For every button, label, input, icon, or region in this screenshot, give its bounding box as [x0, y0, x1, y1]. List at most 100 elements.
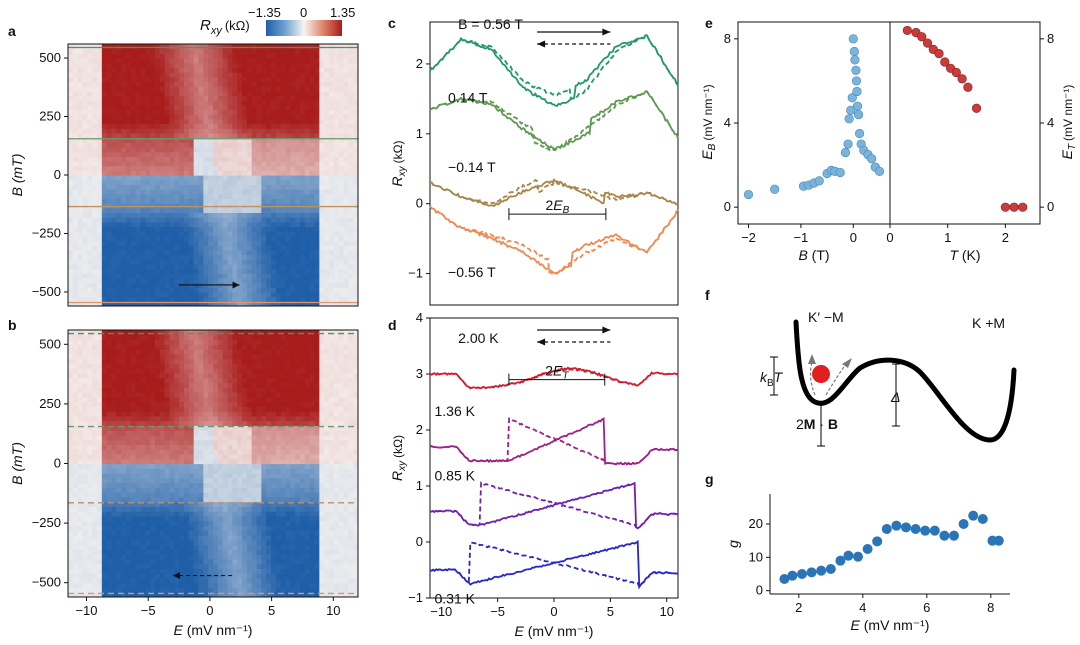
heatmap-cell	[247, 278, 252, 283]
heatmap-cell	[334, 77, 339, 82]
heatmap-cell	[73, 511, 78, 516]
heatmap-cell	[174, 100, 179, 105]
heatmap-cell	[203, 198, 208, 203]
heatmap-cell	[116, 184, 121, 189]
heatmap-cell	[252, 241, 257, 246]
heatmap-cell	[141, 166, 146, 171]
heatmap-cell	[203, 287, 208, 292]
heatmap-cell	[242, 128, 247, 133]
heatmap-cell	[344, 63, 349, 68]
heatmap-cell	[184, 587, 189, 592]
heatmap-cell	[78, 511, 83, 516]
heatmap-cell	[329, 573, 334, 578]
heatmap-cell	[310, 91, 315, 96]
heatmap-cell	[276, 124, 281, 129]
heatmap-cell	[92, 264, 97, 269]
heatmap-cell	[276, 58, 281, 63]
heatmap-cell	[228, 81, 233, 86]
heatmap-cell	[315, 568, 320, 573]
heatmap-cell	[160, 44, 165, 49]
heatmap-cell	[165, 175, 170, 180]
heatmap-cell	[189, 226, 194, 231]
heatmap-cell	[329, 194, 334, 199]
heatmap-cell	[97, 554, 102, 559]
heatmap-cell	[300, 492, 305, 497]
heatmap-cell	[126, 492, 131, 497]
heatmap-cell	[68, 142, 73, 147]
heatmap-cell	[300, 521, 305, 526]
heatmap-cell	[252, 516, 257, 521]
heatmap-cell	[83, 497, 88, 502]
heatmap-cell	[189, 497, 194, 502]
heatmap-cell	[208, 58, 213, 63]
heatmap-cell	[92, 564, 97, 569]
heatmap-cell	[184, 497, 189, 502]
heatmap-cell	[102, 208, 107, 213]
heatmap-cell	[141, 203, 146, 208]
heatmap-cell	[344, 578, 349, 583]
heatmap-cell	[107, 128, 112, 133]
heatmap-cell	[305, 540, 310, 545]
heatmap-cell	[237, 568, 242, 573]
heatmap-cell	[213, 128, 218, 133]
heatmap-cell	[344, 198, 349, 203]
heatmap-cell	[112, 573, 117, 578]
heatmap-cell	[232, 573, 237, 578]
heatmap-cell	[165, 124, 170, 129]
heatmap-cell	[184, 525, 189, 530]
heatmap-cell	[242, 516, 247, 521]
heatmap-cell	[315, 506, 320, 511]
heatmap-cell	[276, 226, 281, 231]
heatmap-cell	[290, 226, 295, 231]
heatmap-cell	[310, 549, 315, 554]
heatmap-cell	[324, 259, 329, 264]
heatmap-cell	[107, 208, 112, 213]
heatmap-cell	[271, 478, 276, 483]
heatmap-cell	[266, 492, 271, 497]
heatmap-cell	[344, 535, 349, 540]
heatmap-cell	[286, 161, 291, 166]
heatmap-cell	[271, 170, 276, 175]
heatmap-cell	[208, 77, 213, 82]
heatmap-cell	[257, 63, 262, 68]
heatmap-cell	[102, 72, 107, 77]
heatmap-cell	[344, 222, 349, 227]
heatmap-cell	[261, 535, 266, 540]
heatmap-cell	[199, 170, 204, 175]
heatmap-cell	[310, 506, 315, 511]
heatmap-cell	[102, 568, 107, 573]
heatmap-cell	[68, 250, 73, 255]
heatmap-cell	[87, 194, 92, 199]
heatmap-cell	[136, 287, 141, 292]
heatmap-cell	[223, 175, 228, 180]
heatmap-cell	[252, 535, 257, 540]
heatmap-cell	[242, 152, 247, 157]
heatmap-cell	[213, 564, 218, 569]
heatmap-cell	[121, 487, 126, 492]
heatmap-cell	[92, 95, 97, 100]
heatmap-cell	[271, 492, 276, 497]
heatmap-cell	[189, 63, 194, 68]
heatmap-cell	[315, 77, 320, 82]
heatmap-cell	[315, 217, 320, 222]
heatmap-cell	[281, 287, 286, 292]
heatmap-cell	[78, 231, 83, 236]
heatmap-cell	[315, 273, 320, 278]
heatmap-cell	[271, 226, 276, 231]
heatmap-cell	[324, 147, 329, 152]
heatmap-cell	[339, 583, 344, 588]
heatmap-cell	[116, 578, 121, 583]
heatmap-cell	[78, 578, 83, 583]
heatmap-cell	[339, 506, 344, 511]
heatmap-cell	[136, 521, 141, 526]
heatmap-cell	[97, 128, 102, 133]
heatmap-cell	[131, 114, 136, 119]
heatmap-cell	[208, 506, 213, 511]
heatmap-cell	[87, 478, 92, 483]
heatmap-cell	[257, 473, 262, 478]
heatmap-cell	[237, 559, 242, 564]
heatmap-cell	[203, 255, 208, 260]
heatmap-cell	[228, 119, 233, 124]
heatmap-cell	[339, 86, 344, 91]
heatmap-cell	[174, 184, 179, 189]
